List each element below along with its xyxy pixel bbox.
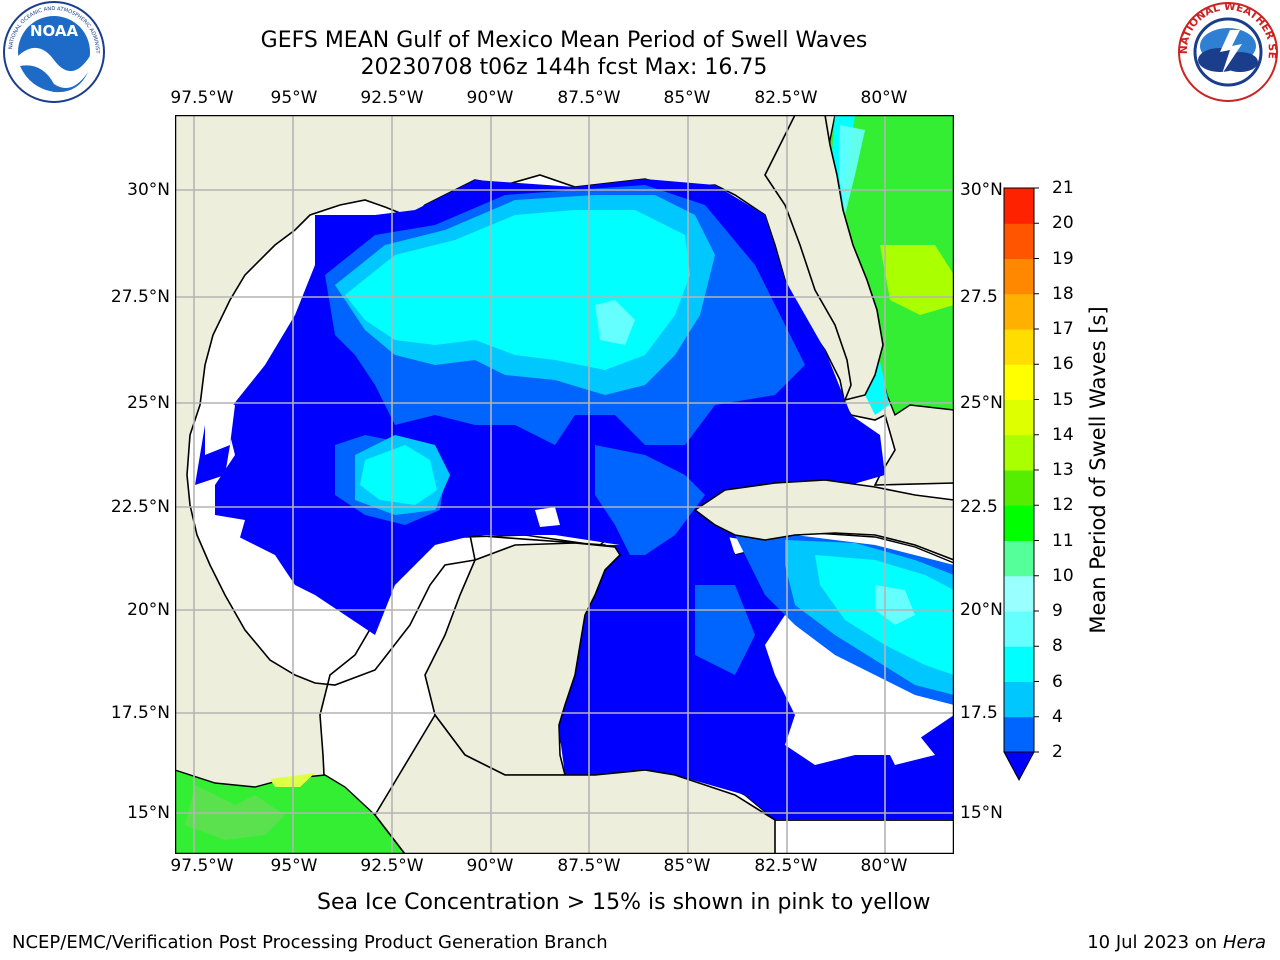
lon-tick-bot: 80°W — [860, 856, 908, 876]
lat-tick-right: 15°N — [960, 803, 1003, 823]
lat-tick-right: 20°N — [960, 600, 1003, 620]
lon-tick-top: 95°W — [270, 88, 318, 108]
lat-tick-right: 25°N — [960, 393, 1003, 413]
lon-tick-top: 92.5°W — [360, 88, 424, 108]
lat-tick-right: 17.5 — [960, 703, 998, 723]
colorbar-tick-label: 11 — [1052, 530, 1074, 551]
colorbar-bin — [1004, 540, 1034, 577]
lon-tick-top: 82.5°W — [754, 88, 818, 108]
colorbar-bin — [1004, 575, 1034, 612]
colorbar-tick-label: 13 — [1052, 460, 1074, 480]
lat-tick-left: 17.5°N — [110, 703, 170, 723]
colorbar-tick-label: 14 — [1052, 424, 1074, 445]
lon-tick-top: 80°W — [860, 88, 908, 108]
colorbar-bin — [1004, 399, 1034, 436]
colorbar — [1003, 187, 1039, 782]
lon-tick-bot: 87.5°W — [557, 856, 621, 876]
colorbar-bin — [1004, 223, 1034, 259]
lon-tick-top: 87.5°W — [557, 88, 621, 108]
florida-land — [764, 115, 884, 402]
footer-date-prefix: 10 Jul 2023 on — [1087, 932, 1223, 953]
footer-host: Hera — [1222, 932, 1266, 953]
lat-tick-left: 15°N — [127, 803, 170, 823]
colorbar-bin — [1004, 646, 1034, 682]
yucatan-land — [424, 542, 622, 776]
lon-tick-bot: 92.5°W — [360, 856, 424, 876]
colorbar-bin — [1004, 716, 1034, 753]
lat-tick-left: 25°N — [127, 393, 170, 413]
colorbar-tick-label: 19 — [1052, 248, 1074, 269]
colorbar-tick-label: 16 — [1052, 354, 1074, 375]
colorbar-bin — [1004, 505, 1034, 541]
lon-tick-top: 90°W — [466, 88, 514, 108]
lat-tick-left: 20°N — [127, 600, 170, 620]
lon-tick-bot: 97.5°W — [170, 856, 234, 876]
colorbar-tick-label: 4 — [1052, 706, 1063, 727]
colorbar-tick-label: 21 — [1052, 178, 1074, 198]
colorbar-extend-min — [1003, 751, 1035, 782]
colorbar-bin — [1004, 188, 1034, 224]
lon-tick-bot: 95°W — [270, 856, 318, 876]
colorbar-tick-label: 15 — [1052, 389, 1074, 410]
lon-tick-bot: 82.5°W — [754, 856, 818, 876]
nws-logo-icon: NATIONAL WEATHER SERVICE — [1176, 0, 1278, 102]
colorbar-tick-label: 2 — [1052, 742, 1063, 762]
lat-tick-right: 30°N — [960, 180, 1003, 200]
lat-tick-left: 22.5°N — [110, 497, 170, 517]
svg-text:NOAA: NOAA — [30, 22, 79, 40]
colorbar-tick-label: 8 — [1052, 636, 1063, 657]
colorbar-tick-label: 18 — [1052, 283, 1074, 304]
no-data-areas — [205, 395, 935, 765]
lon-tick-top: 85°W — [663, 88, 711, 108]
footer-credit: NCEP/EMC/Verification Post Processing Pr… — [12, 932, 608, 953]
sea-ice-note: Sea Ice Concentration > 15% is shown in … — [317, 890, 931, 915]
colorbar-bin — [1004, 470, 1034, 506]
colorbar-tick-label: 20 — [1052, 213, 1074, 234]
cuba-land — [693, 479, 954, 561]
colorbar-bin — [1004, 329, 1034, 365]
colorbar-tick-label: 10 — [1052, 565, 1074, 586]
colorbar-label: Mean Period of Swell Waves [s] — [1086, 306, 1110, 634]
colorbar-bin — [1004, 434, 1034, 471]
graticule — [175, 115, 954, 854]
lon-tick-top: 97.5°W — [170, 88, 234, 108]
lat-tick-left: 30°N — [127, 180, 170, 200]
map-frame — [175, 115, 954, 854]
colorbar-bin — [1004, 293, 1034, 330]
noaa-logo-icon: NOAA NATIONAL OCEANIC AND ATMOSPHERIC AD… — [2, 0, 105, 103]
lat-tick-right: 27.5 — [960, 287, 998, 307]
colorbar-tick-label: 12 — [1052, 495, 1074, 516]
colorbar-tick-label: 17 — [1052, 319, 1074, 339]
lat-tick-right: 22.5 — [960, 497, 998, 517]
colorbar-bin — [1004, 611, 1034, 647]
lon-tick-bot: 90°W — [466, 856, 514, 876]
central-america-land — [374, 713, 776, 854]
lat-tick-left: 27.5°N — [110, 287, 170, 307]
colorbar-tick-label: 6 — [1052, 671, 1063, 692]
colorbar-bin — [1004, 258, 1034, 295]
colorbar-bin — [1004, 681, 1034, 718]
chart-title: GEFS MEAN Gulf of Mexico Mean Period of … — [260, 28, 868, 53]
footer-date: 10 Jul 2023 on Hera — [1087, 932, 1266, 953]
lon-tick-bot: 85°W — [663, 856, 711, 876]
colorbar-tick-label: 9 — [1052, 601, 1063, 621]
colorbar-bin — [1004, 364, 1034, 400]
chart-subtitle: 20230708 t06z 144h fcst Max: 16.75 — [360, 55, 768, 80]
map-panel — [175, 115, 954, 854]
